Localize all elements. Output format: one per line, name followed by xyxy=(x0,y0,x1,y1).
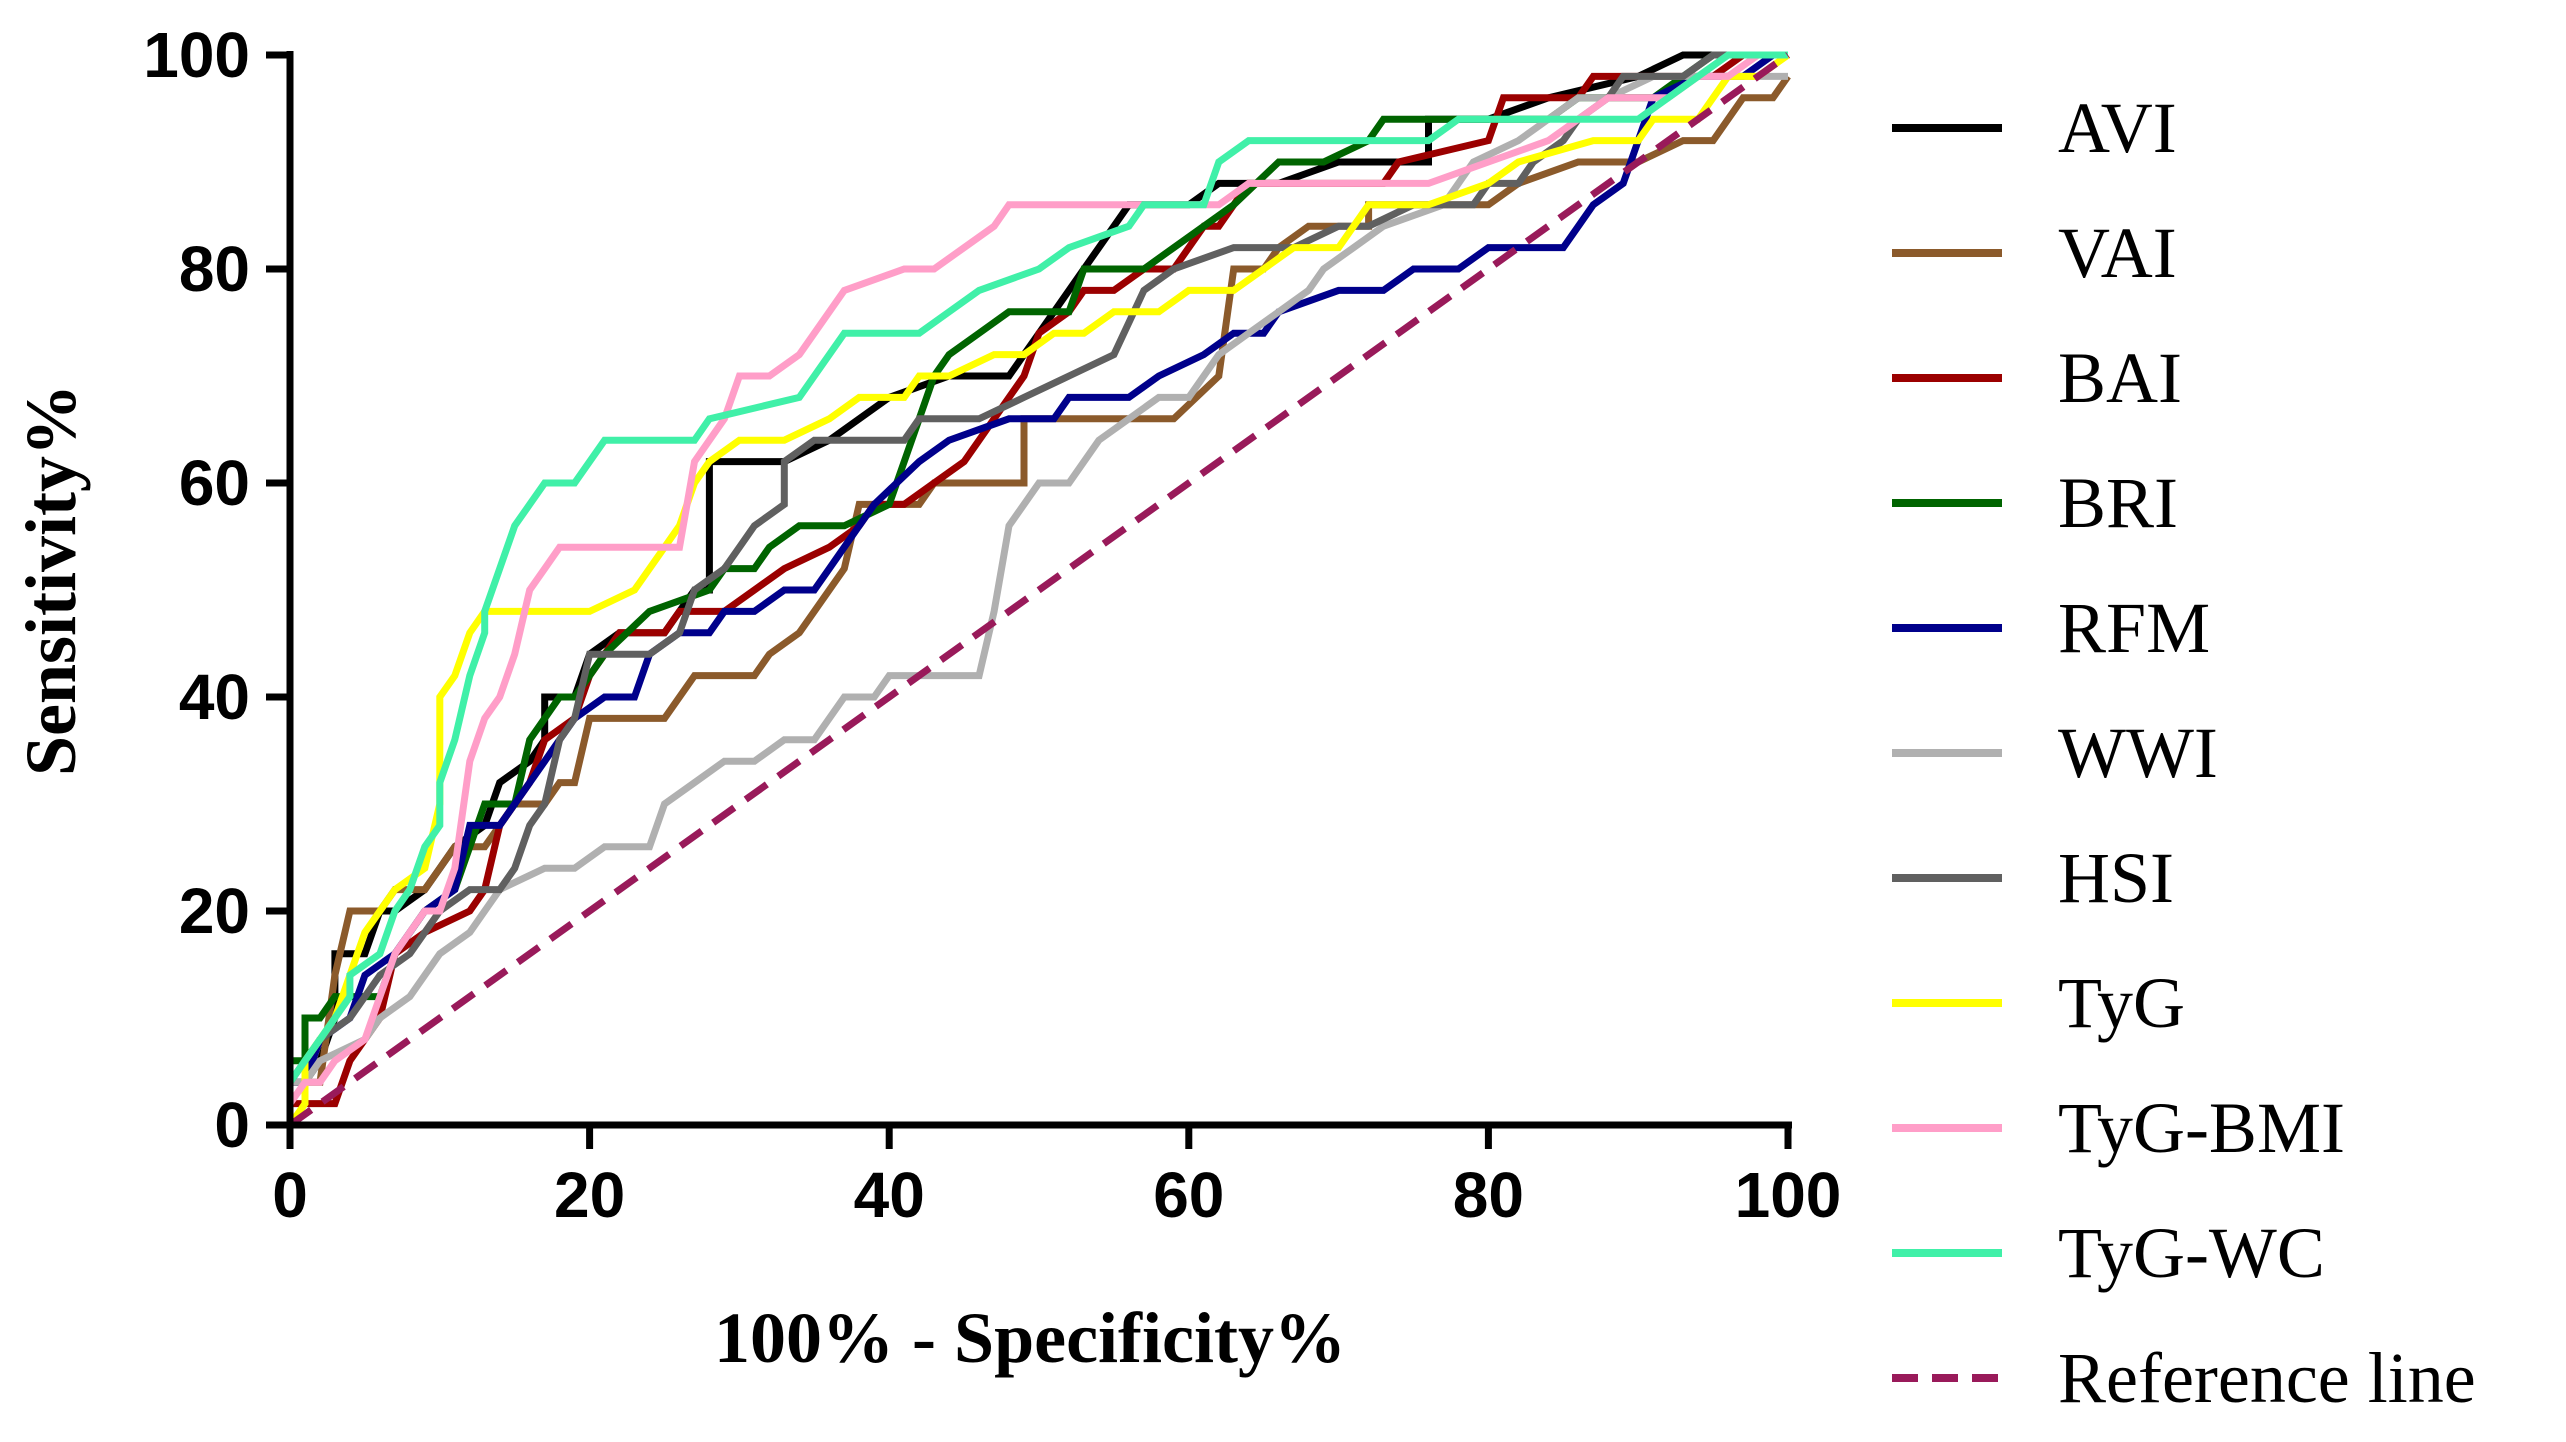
x-tick-label: 0 xyxy=(272,1159,308,1231)
plot-curves xyxy=(286,51,1791,1128)
legend-label-tyg-wc: TyG-WC xyxy=(2058,1213,2325,1293)
legend-item-bri: BRI xyxy=(1892,463,2178,543)
y-tick-label: 80 xyxy=(179,233,250,305)
x-tick-label: 40 xyxy=(854,1159,925,1231)
legend-label-wwi: WWI xyxy=(2058,713,2218,793)
legend-label-avi: AVI xyxy=(2058,88,2177,168)
legend-item-tyg: TyG xyxy=(1892,963,2185,1043)
x-tick-label: 80 xyxy=(1453,1159,1524,1231)
legend-item-avi: AVI xyxy=(1892,88,2177,168)
x-tick-label: 20 xyxy=(554,1159,625,1231)
x-axis-title: 100% - Specificity% xyxy=(714,1298,1346,1378)
series-line-vai xyxy=(290,74,1791,1086)
series-line-tyg-wc xyxy=(286,51,1788,1104)
series-line-bai xyxy=(290,51,1788,1108)
series-line-hsi xyxy=(287,51,1788,1085)
legend-item-vai: VAI xyxy=(1892,213,2177,293)
x-tick-label: 100 xyxy=(1735,1159,1842,1231)
legend-label-bri: BRI xyxy=(2058,463,2178,543)
y-axis-title: Sensitivity% xyxy=(11,384,91,776)
legend-item-reference-line: Reference line xyxy=(1892,1338,2476,1418)
legend-item-rfm: RFM xyxy=(1892,588,2210,668)
series-line-reference-line xyxy=(287,52,1791,1128)
legend: AVI VAI BAI BRI RFM WWI HSI TyG TyG-BMI TyG-WC Ref… xyxy=(1892,88,2476,1418)
axes: 0 20 40 60 80 100 0 20 40 60 80 100 xyxy=(143,19,1841,1231)
x-tick-label: 60 xyxy=(1153,1159,1224,1231)
y-tick-label: 100 xyxy=(143,19,250,91)
y-tick-label: 0 xyxy=(214,1089,250,1161)
legend-label-bai: BAI xyxy=(2058,338,2182,418)
series-line-wwi xyxy=(290,72,1788,1086)
series-line-tyg-bmi xyxy=(287,51,1788,1106)
legend-item-hsi: HSI xyxy=(1892,838,2174,918)
legend-item-wwi: WWI xyxy=(1892,713,2218,793)
legend-item-bai: BAI xyxy=(1892,338,2182,418)
legend-label-tyg-bmi: TyG-BMI xyxy=(2058,1088,2345,1168)
legend-item-tyg-wc: TyG-WC xyxy=(1892,1213,2325,1293)
y-tick-label: 20 xyxy=(179,875,250,947)
legend-label-tyg: TyG xyxy=(2058,963,2185,1043)
series-line-rfm xyxy=(290,51,1788,1086)
legend-item-tyg-bmi: TyG-BMI xyxy=(1892,1088,2345,1168)
legend-label-hsi: HSI xyxy=(2058,838,2174,918)
y-tick-label: 60 xyxy=(179,447,250,519)
legend-label-vai: VAI xyxy=(2058,213,2177,293)
legend-label-reference-line: Reference line xyxy=(2058,1338,2476,1418)
y-tick-label: 40 xyxy=(179,661,250,733)
series-line-avi xyxy=(290,51,1788,1086)
legend-label-rfm: RFM xyxy=(2058,588,2210,668)
